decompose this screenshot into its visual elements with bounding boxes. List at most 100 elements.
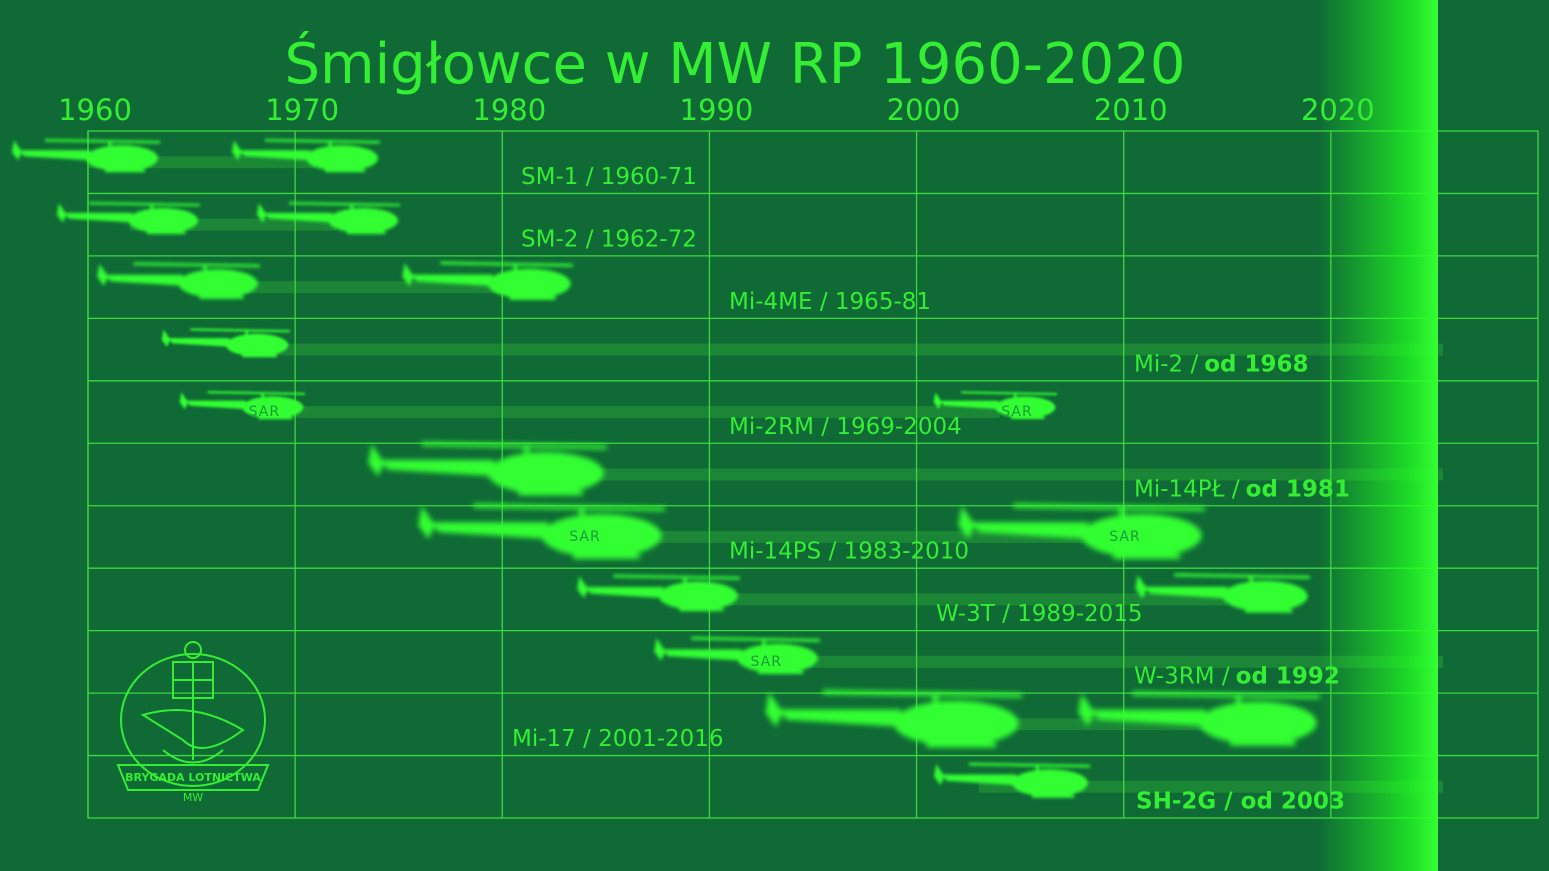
row-label: SH-2G / od 2003: [1136, 788, 1345, 814]
helicopter-gear: [346, 231, 386, 235]
helicopter-gear: [199, 295, 244, 299]
icon-text: SAR: [249, 404, 280, 420]
helicopter-tail: [64, 212, 133, 223]
period-bar: [564, 530, 1124, 543]
helicopter-fin: [12, 140, 22, 161]
row-label: Mi-14PS / 1983-2010: [729, 538, 969, 564]
helicopter: [933, 391, 1058, 420]
helicopter-rotor: [691, 636, 821, 642]
helicopter: [179, 391, 306, 420]
x-tick-label: 1960: [58, 93, 132, 127]
x-tick-label: 2020: [1301, 93, 1375, 127]
helicopter: [654, 636, 821, 675]
helicopter-gear: [1011, 416, 1045, 420]
helicopter-rotor: [88, 201, 201, 207]
row-label: Mi-17 / 2001-2016: [512, 726, 724, 752]
helicopter-tail: [1091, 709, 1206, 727]
helicopter: [418, 503, 666, 559]
helicopter-body: [86, 145, 158, 172]
helicopter-gear: [1032, 794, 1075, 798]
row-label: W-3RM / od 1992: [1134, 663, 1340, 689]
helicopter-gear: [518, 490, 583, 496]
helicopter: [12, 138, 161, 173]
helicopter-rotor: [1013, 503, 1206, 512]
period-bar: [688, 593, 1228, 606]
helicopter: [1078, 691, 1321, 746]
row-label-name: Mi-4ME / 1965-81: [729, 288, 931, 314]
x-tick-label: 2000: [887, 93, 961, 127]
helicopter-body: [1199, 701, 1317, 745]
helicopter-body: [658, 581, 738, 611]
helicopter-rotor: [822, 689, 1023, 698]
helicopter-gear: [105, 169, 145, 173]
logo-ring: [120, 653, 266, 787]
helicopter-fin: [1135, 574, 1148, 599]
period-bar: [191, 281, 524, 294]
helicopter-tail: [663, 649, 742, 661]
helicopter-gear: [926, 742, 996, 748]
helicopter-fin: [933, 392, 942, 410]
glow-band: [1318, 0, 1438, 871]
helicopter-rotor: [44, 138, 161, 144]
row-label: SM-2 / 1962-72: [521, 226, 697, 252]
helicopter-tail: [942, 774, 1017, 786]
helicopter-body: [1222, 580, 1308, 612]
helicopter: [232, 138, 381, 173]
helicopter-tail: [586, 587, 663, 599]
helicopter-rotor: [613, 574, 741, 580]
logo-ribbon: [116, 764, 270, 791]
period-bar: [253, 343, 1444, 356]
helicopter-tail: [106, 274, 183, 286]
helicopter: [577, 574, 741, 612]
helicopter-fin: [765, 692, 783, 727]
helicopter: [402, 261, 574, 300]
row-label-name: Mi-14PS / 1983-2010: [729, 538, 969, 564]
helicopter-gear: [509, 296, 556, 300]
helicopter-fin: [402, 262, 414, 287]
helicopter-rotor: [473, 503, 666, 512]
period-bar: [750, 655, 1443, 668]
helicopter: [56, 201, 201, 235]
x-tick-label: 2010: [1094, 93, 1168, 127]
row-label-name: W-3RM /: [1134, 663, 1230, 689]
logo: BRYGADA LOTNICTWA MW: [116, 641, 270, 804]
helicopter-rotor: [440, 261, 574, 267]
row-label-name: W-3T / 1989-2015: [936, 601, 1143, 627]
helicopter-fin: [368, 443, 385, 477]
helicopter-body: [328, 207, 399, 234]
helicopter-body: [541, 513, 662, 558]
helicopter-tail: [20, 150, 90, 161]
helicopter-body: [1081, 513, 1202, 558]
row-label-bold: SH-2G / od 2003: [1136, 788, 1345, 814]
helicopter-gear: [1113, 553, 1180, 559]
helicopter-fin: [958, 505, 975, 539]
helicopter-rotor: [421, 441, 608, 450]
logo-subtext: MW: [183, 791, 203, 804]
helicopter-tail: [1144, 586, 1228, 599]
logo-anchor: [162, 698, 224, 764]
icon-text: SAR: [1109, 529, 1140, 545]
helicopter: [368, 441, 608, 496]
helicopter-fin: [418, 505, 435, 539]
helicopter-body: [242, 396, 304, 419]
helicopters: SAR SAR SAR SAR SAR: [12, 138, 1321, 798]
helicopter-body: [178, 269, 258, 298]
row-label: Mi-2 /od 1968: [1134, 351, 1309, 377]
helicopter-rotor: [133, 262, 261, 268]
helicopter-tail: [779, 709, 901, 727]
helicopter-fin: [161, 329, 171, 347]
helicopter-rotor: [288, 201, 401, 207]
period-bar: [274, 406, 1000, 419]
row-label-name: Mi-14PŁ /: [1134, 476, 1240, 502]
helicopter: [934, 762, 1091, 798]
logo-ring-top: [184, 641, 202, 659]
x-tick-label: 1970: [265, 93, 339, 127]
helicopter-rotor: [1174, 573, 1311, 579]
helicopter-rotor: [1132, 691, 1321, 699]
helicopter-fin: [934, 764, 945, 786]
helicopter-fin: [232, 140, 242, 161]
helicopter-body: [128, 207, 199, 234]
helicopter-gear: [146, 231, 186, 235]
helicopter-fin: [577, 576, 589, 599]
helicopter: [958, 503, 1206, 559]
